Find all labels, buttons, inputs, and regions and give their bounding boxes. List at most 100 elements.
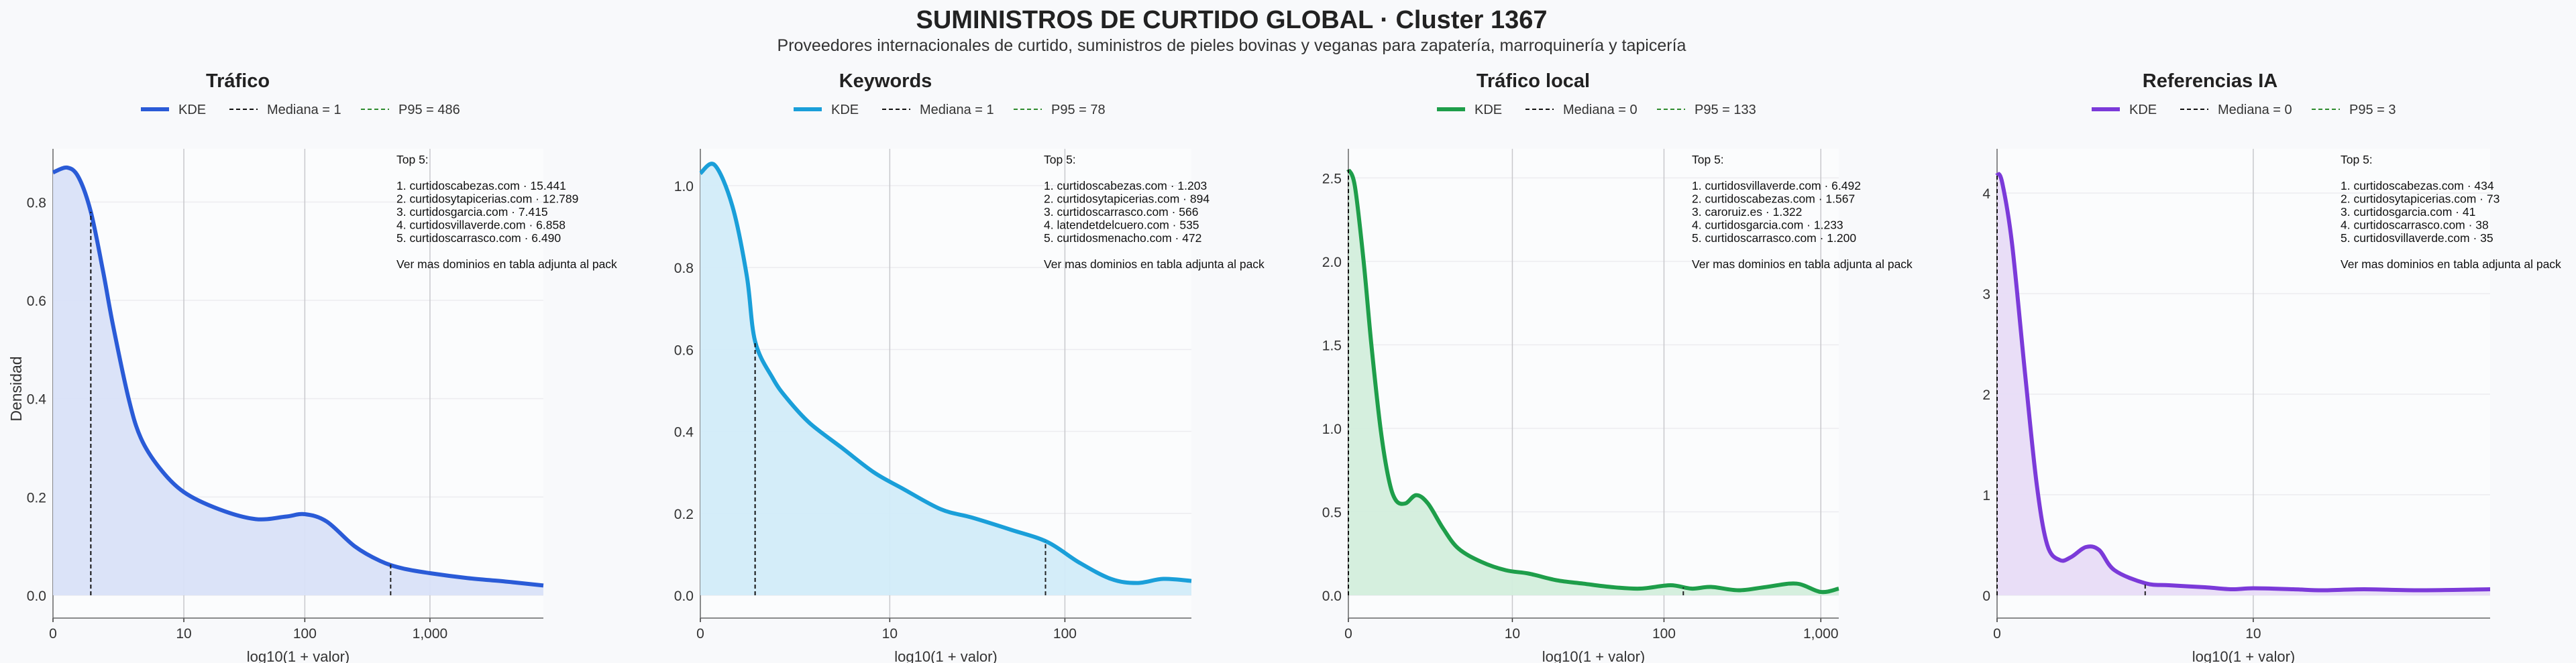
y-tick-label: 0.2 <box>27 490 46 505</box>
annotation-line: 2. curtidosytapicerias.com · 12.789 <box>396 192 578 206</box>
legend-p95-label: P95 = 133 <box>1695 103 1756 117</box>
y-tick-label: 0.2 <box>674 507 694 522</box>
x-tick-label: 0 <box>1344 626 1352 642</box>
legend-median-label: Mediana = 0 <box>1563 103 1638 117</box>
annotation-line: Ver mas dominios en tabla adjunta al pac… <box>396 257 617 271</box>
annotation-line: 4. curtidoscarrasco.com · 38 <box>2341 219 2489 232</box>
kde-area <box>53 167 543 595</box>
annotation-line: Top 5: <box>2341 153 2373 166</box>
panel-3: 0.0 0.5 1.0 1.5 2.0 2.5 0 10 100 1,000 Tráfico loc… <box>1322 70 1913 663</box>
y-tick-label: 0.8 <box>27 195 46 210</box>
y-axis-label: Densidad <box>7 356 25 421</box>
header-svg: SUMINISTROS DE CURTIDO GLOBAL · Cluster … <box>777 6 1686 55</box>
x-axis-label: log10(1 + valor) <box>894 648 997 663</box>
panel-title: Tráfico local <box>1477 70 1590 92</box>
x-tick-label: 10 <box>176 626 191 642</box>
annotation-line: 3. curtidoscarrasco.com · 566 <box>1044 205 1199 219</box>
annotation-line: 1. curtidoscabezas.com · 1.203 <box>1044 179 1207 192</box>
annotation-line: 2. curtidosytapicerias.com · 894 <box>1044 192 1210 206</box>
legend-kde-label: KDE <box>2129 103 2157 117</box>
x-tick-label: 10 <box>882 626 898 642</box>
panel-title: Tráfico <box>206 70 270 92</box>
x-axis-label: log10(1 + valor) <box>2192 648 2295 663</box>
x-tick-label: 100 <box>1053 626 1077 642</box>
legend-p95-label: P95 = 486 <box>398 103 460 117</box>
x-tick-label: 100 <box>1652 626 1676 642</box>
annotation-line: Ver mas dominios en tabla adjunta al pac… <box>2341 257 2561 271</box>
kde-line <box>699 162 1192 585</box>
y-tick-label: 1.0 <box>1322 422 1342 437</box>
annotation-line: 3. curtidosgarcia.com · 7.415 <box>396 205 548 219</box>
y-tick-label: 2.5 <box>1322 171 1342 186</box>
y-tick-label: 0.0 <box>1322 589 1342 604</box>
legend-p95-label: P95 = 78 <box>1051 103 1106 117</box>
annotation-line: 5. curtidosvillaverde.com · 35 <box>2341 231 2493 245</box>
x-axis-label: log10(1 + valor) <box>1542 648 1645 663</box>
x-tick-label: 10 <box>2245 626 2261 642</box>
y-tick-label: 2.0 <box>1322 255 1342 270</box>
legend-kde-label: KDE <box>831 103 859 117</box>
annotation-line: 4. curtidosvillaverde.com · 6.858 <box>396 219 566 232</box>
kde-line <box>1995 171 2491 593</box>
annotation-line: 1. curtidoscabezas.com · 15.441 <box>396 179 566 192</box>
annotation-line: Top 5: <box>1692 153 1724 166</box>
y-tick-label: 3 <box>1982 287 1990 302</box>
panel-title: Referencias IA <box>2143 70 2278 92</box>
x-tick-label: 0 <box>696 626 704 642</box>
y-tick-label: 0.8 <box>674 261 694 276</box>
x-tick-label: 0 <box>49 626 57 642</box>
annotation-line: Top 5: <box>1044 153 1076 166</box>
y-tick-label: 0.6 <box>674 343 694 358</box>
page-subtitle: Proveedores internacionales de curtido, … <box>777 36 1686 55</box>
x-tick-label: 1,000 <box>1803 626 1839 642</box>
y-tick-label: 0.0 <box>674 589 694 604</box>
legend-median-label: Mediana = 1 <box>267 103 341 117</box>
plot-background <box>1997 149 2490 618</box>
y-tick-label: 0.5 <box>1322 505 1342 520</box>
x-tick-label: 10 <box>1505 626 1520 642</box>
annotation-line: 2. curtidosytapicerias.com · 73 <box>2341 192 2500 206</box>
legend-median-label: Mediana = 0 <box>2218 103 2292 117</box>
annotation-line: 5. curtidoscarrasco.com · 1.200 <box>1692 231 1856 245</box>
page-title: SUMINISTROS DE CURTIDO GLOBAL · Cluster … <box>916 6 1548 34</box>
legend-p95-label: P95 = 3 <box>2349 103 2396 117</box>
y-tick-label: 1 <box>1982 488 1990 503</box>
kde-line <box>1346 168 1839 595</box>
legend-kde-label: KDE <box>1474 103 1502 117</box>
annotation-line: 3. curtidosgarcia.com · 41 <box>2341 205 2475 219</box>
annotation-line: 4. latendetdelcuero.com · 535 <box>1044 219 1199 232</box>
annotation-line: 5. curtidoscarrasco.com · 6.490 <box>396 231 561 245</box>
y-tick-label: 4 <box>1982 186 1990 202</box>
panel-title: Keywords <box>839 70 932 92</box>
legend-median-label: Mediana = 1 <box>920 103 994 117</box>
annotation-line: 1. curtidoscabezas.com · 434 <box>2341 179 2494 192</box>
annotation-line: Ver mas dominios en tabla adjunta al pac… <box>1692 257 1913 271</box>
panel-2: 0.0 0.2 0.4 0.6 0.8 1.0 0 10 100 Keywords KDE Media… <box>674 70 1265 663</box>
y-tick-label: 2 <box>1982 387 1990 403</box>
kde-area <box>1997 173 2490 595</box>
x-axis-label: log10(1 + valor) <box>247 648 350 663</box>
x-tick-label: 100 <box>293 626 317 642</box>
annotation-line: 3. caroruiz.es · 1.322 <box>1692 205 1802 219</box>
y-tick-label: 1.0 <box>674 179 694 194</box>
y-tick-label: 0 <box>1982 589 1990 604</box>
y-tick-label: 0.6 <box>27 294 46 309</box>
annotation-line: Top 5: <box>396 153 429 166</box>
kde-line <box>52 165 544 588</box>
panel-4: 0 1 2 3 4 0 10 Referencias IA KDE Mediana = 0 P95 … <box>1982 70 2561 663</box>
kde-area <box>700 164 1191 595</box>
x-tick-label: 1,000 <box>413 626 448 642</box>
kde-area <box>1348 169 1839 596</box>
annotation-line: 5. curtidosmenacho.com · 472 <box>1044 231 1201 245</box>
annotation-line: 1. curtidosvillaverde.com · 6.492 <box>1692 179 1861 192</box>
annotation-line: 2. curtidoscabezas.com · 1.567 <box>1692 192 1855 206</box>
x-tick-label: 0 <box>1993 626 2001 642</box>
annotation-line: 4. curtidosgarcia.com · 1.233 <box>1692 219 1843 232</box>
annotation-line: Ver mas dominios en tabla adjunta al pac… <box>1044 257 1265 271</box>
y-tick-label: 0.4 <box>674 425 694 440</box>
y-tick-label: 0.0 <box>27 589 46 604</box>
y-tick-label: 1.5 <box>1322 338 1342 353</box>
legend-kde-label: KDE <box>178 103 206 117</box>
